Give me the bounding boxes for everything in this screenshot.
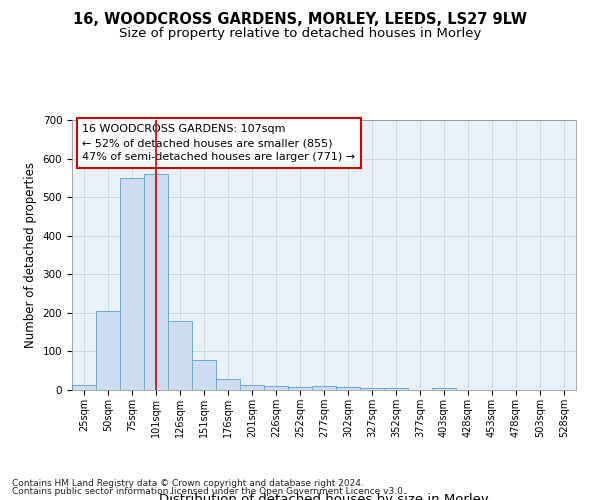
Bar	[96, 311, 120, 390]
Bar	[120, 178, 144, 390]
Bar	[192, 360, 216, 390]
Bar	[144, 174, 168, 390]
Bar	[264, 386, 288, 390]
Text: 16 WOODCROSS GARDENS: 107sqm
← 52% of detached houses are smaller (855)
47% of s: 16 WOODCROSS GARDENS: 107sqm ← 52% of de…	[82, 124, 355, 162]
Bar	[336, 387, 360, 390]
Text: Size of property relative to detached houses in Morley: Size of property relative to detached ho…	[119, 28, 481, 40]
Bar	[72, 386, 96, 390]
Bar	[216, 379, 240, 390]
Bar	[360, 388, 384, 390]
Text: Contains public sector information licensed under the Open Government Licence v3: Contains public sector information licen…	[12, 487, 406, 496]
Text: Contains HM Land Registry data © Crown copyright and database right 2024.: Contains HM Land Registry data © Crown c…	[12, 478, 364, 488]
Bar	[384, 388, 408, 390]
Bar	[240, 386, 264, 390]
Bar	[312, 386, 336, 390]
Y-axis label: Number of detached properties: Number of detached properties	[24, 162, 37, 348]
Bar	[288, 387, 312, 390]
X-axis label: Distribution of detached houses by size in Morley: Distribution of detached houses by size …	[159, 492, 489, 500]
Text: 16, WOODCROSS GARDENS, MORLEY, LEEDS, LS27 9LW: 16, WOODCROSS GARDENS, MORLEY, LEEDS, LS…	[73, 12, 527, 28]
Bar	[168, 322, 192, 390]
Bar	[432, 388, 456, 390]
